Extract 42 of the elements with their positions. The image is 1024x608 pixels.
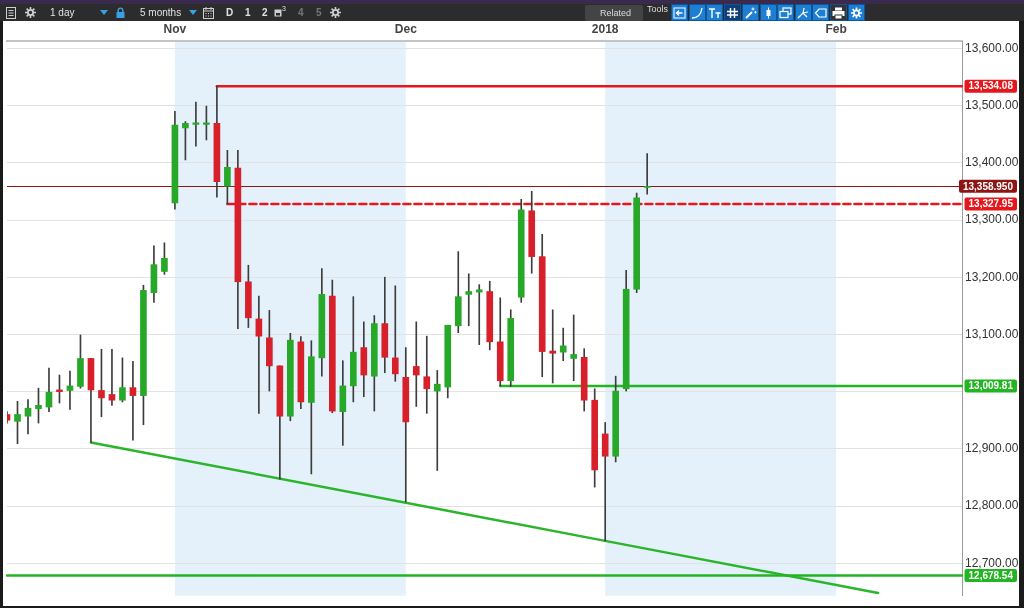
candlestick [108,348,116,406]
candlestick [192,101,200,147]
data-label: 12,678.54 [968,569,1014,581]
text: 5 [316,6,322,20]
y-tick-label: 12,800.00 [965,498,1019,513]
text: D [226,6,234,20]
ref-line-label: 13,358.950 [962,180,1014,192]
x-tick-label: Dec [394,22,418,37]
y-tick-label: 13,500.00 [965,97,1019,112]
text: 1 [245,6,251,20]
candlestick [465,273,473,327]
candlestick [601,422,609,542]
candlestick [549,309,557,384]
text: 5 months [140,6,182,20]
y-tick-label: 12,900.00 [965,441,1019,456]
data-label: 13,534.08 [968,80,1014,92]
candlestick [570,314,578,382]
y-tick-label: 13,400.00 [965,155,1019,170]
x-tick-label: Nov [163,22,187,37]
related-button: Related [585,5,643,21]
candlestick [433,370,441,471]
candlestick [391,285,399,382]
candlestick [129,360,137,441]
y-tick-label: 12,700.00 [965,555,1019,570]
y-tick-label: 13,100.00 [965,326,1019,341]
text: 1 day [50,6,75,20]
x-tick-label: Feb [825,22,847,37]
text: 4 [298,6,304,20]
y-tick-label: 13,300.00 [965,212,1019,227]
candlestick [412,321,420,407]
y-tick-label: 13,200.00 [965,269,1019,284]
text: Tools [647,3,669,16]
candlestick [559,327,567,362]
candlestick [475,284,483,346]
text: 2 [262,6,268,20]
data-label: 13,327.95 [968,198,1014,210]
data-label: 13,009.81 [968,380,1014,392]
x-tick-label: 2018 [591,22,619,37]
candlestick [643,153,651,195]
candlestick [24,399,32,435]
y-tick-label: 13,600.00 [965,40,1019,55]
candlestick [423,335,431,414]
